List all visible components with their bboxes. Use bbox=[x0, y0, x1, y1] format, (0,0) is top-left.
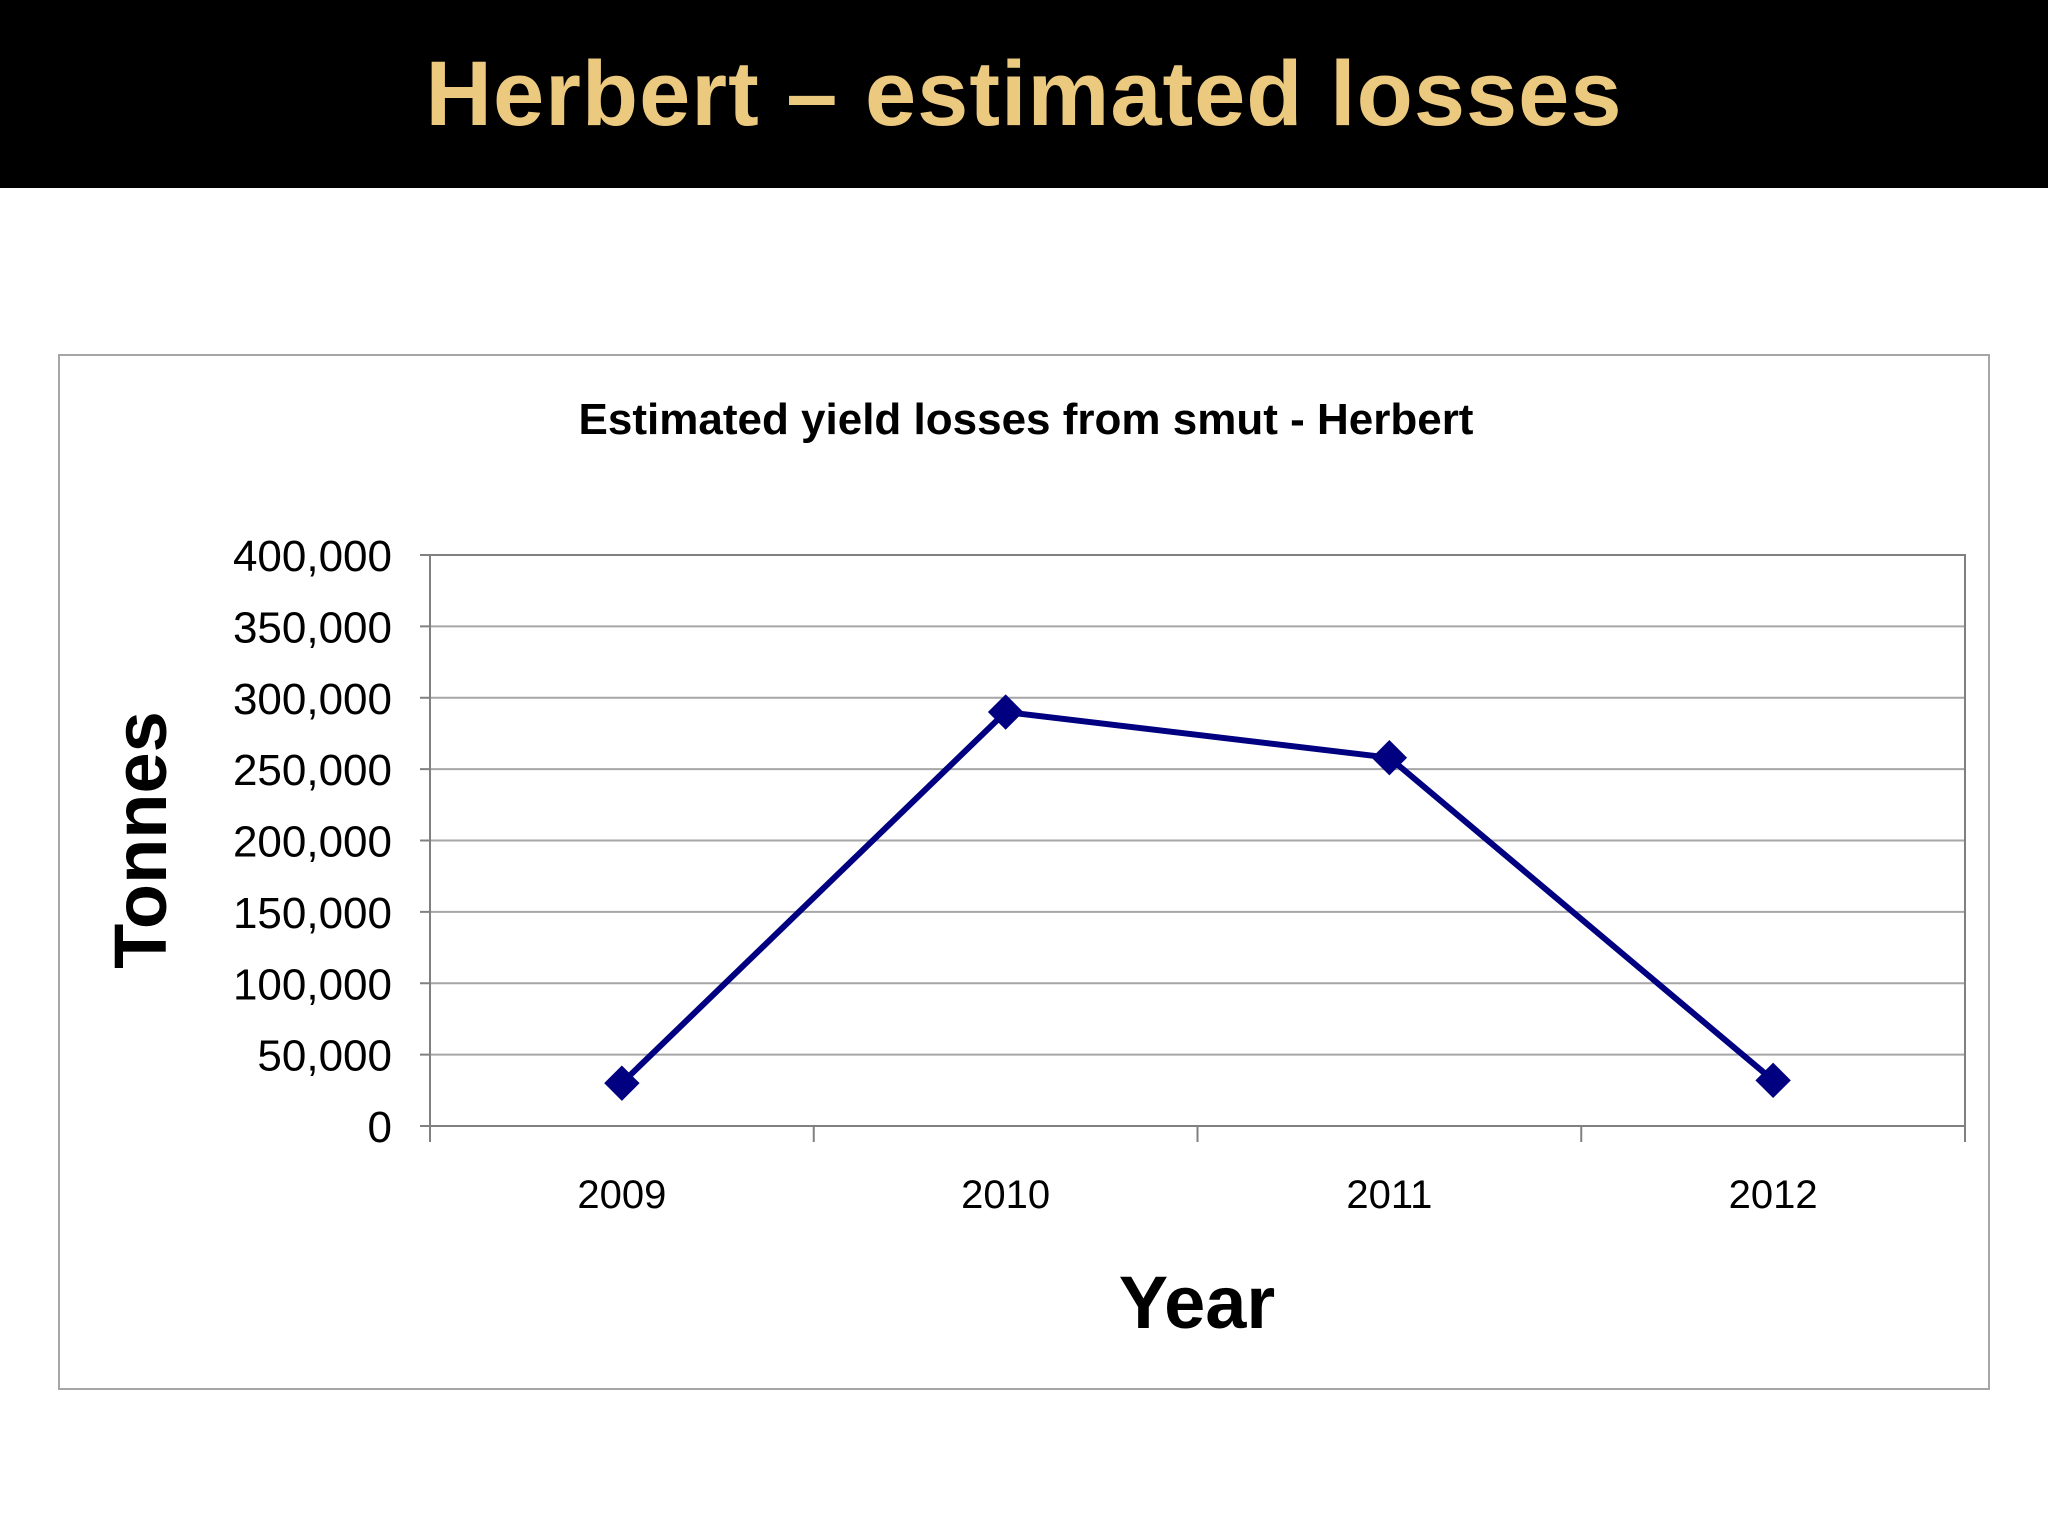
y-tick-label: 50,000 bbox=[257, 1032, 392, 1081]
series-line bbox=[619, 709, 1776, 1086]
y-tick-label: 200,000 bbox=[233, 818, 392, 867]
chart-title: Estimated yield losses from smut - Herbe… bbox=[579, 395, 1474, 444]
y-tick-label: 100,000 bbox=[233, 960, 392, 1009]
y-tick-label: 250,000 bbox=[233, 746, 392, 795]
x-tick-label: 2009 bbox=[577, 1173, 666, 1217]
y-tick-label: 400,000 bbox=[233, 532, 392, 581]
data-point-marker bbox=[987, 694, 1024, 730]
data-point-marker bbox=[1755, 1062, 1791, 1099]
axes: 0 50,000 100,000 150,000 200,000 250,000 300,0… bbox=[233, 532, 1966, 1217]
gridlines bbox=[430, 625, 1965, 1056]
data-point-marker bbox=[1371, 739, 1408, 776]
x-axis-label: Year bbox=[1119, 1261, 1275, 1344]
title-bar: Herbert – estimated losses bbox=[0, 0, 2048, 188]
data-point-marker bbox=[604, 1065, 640, 1101]
y-tick-label: 300,000 bbox=[233, 675, 392, 724]
slide-title: Herbert – estimated losses bbox=[425, 42, 1623, 145]
chart-frame bbox=[58, 354, 1990, 1390]
x-tick-label: 2012 bbox=[1729, 1173, 1818, 1217]
y-tick-label: 0 bbox=[368, 1103, 392, 1152]
y-tick-label: 150,000 bbox=[233, 889, 392, 938]
x-tick-label: 2010 bbox=[961, 1173, 1050, 1217]
x-tick-label: 2011 bbox=[1346, 1173, 1432, 1217]
y-axis-label: Tonnes bbox=[99, 711, 182, 969]
series-layer bbox=[604, 694, 1791, 1101]
y-tick-label: 350,000 bbox=[233, 603, 392, 652]
